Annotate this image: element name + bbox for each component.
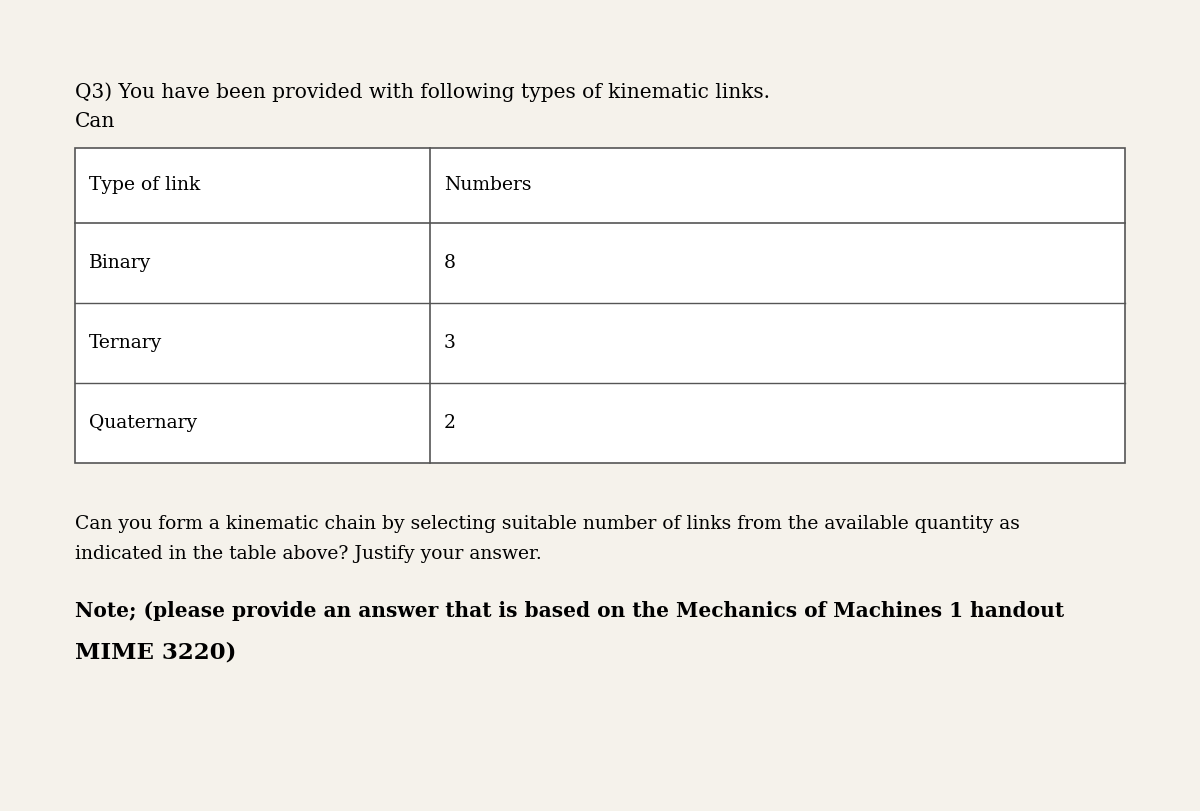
Text: 8: 8: [444, 254, 456, 272]
Text: Ternary: Ternary: [89, 334, 162, 352]
Text: 2: 2: [444, 414, 456, 432]
Text: Can: Can: [74, 112, 115, 131]
Text: 3: 3: [444, 334, 456, 352]
Text: Binary: Binary: [89, 254, 151, 272]
Text: MIME 3220): MIME 3220): [74, 641, 236, 663]
Text: indicated in the table above? Justify your answer.: indicated in the table above? Justify yo…: [74, 545, 541, 563]
Text: Type of link: Type of link: [89, 177, 200, 195]
Text: Can you form a kinematic chain by selecting suitable number of links from the av: Can you form a kinematic chain by select…: [74, 515, 1020, 533]
Text: Numbers: Numbers: [444, 177, 532, 195]
Bar: [74, 148, 1126, 463]
Text: Q3) You have been provided with following types of kinematic links.: Q3) You have been provided with followin…: [74, 82, 770, 101]
Text: Quaternary: Quaternary: [89, 414, 197, 432]
Bar: [74, 148, 1126, 463]
Text: Note; (please provide an answer that is based on the Mechanics of Machines 1 han: Note; (please provide an answer that is …: [74, 601, 1064, 621]
